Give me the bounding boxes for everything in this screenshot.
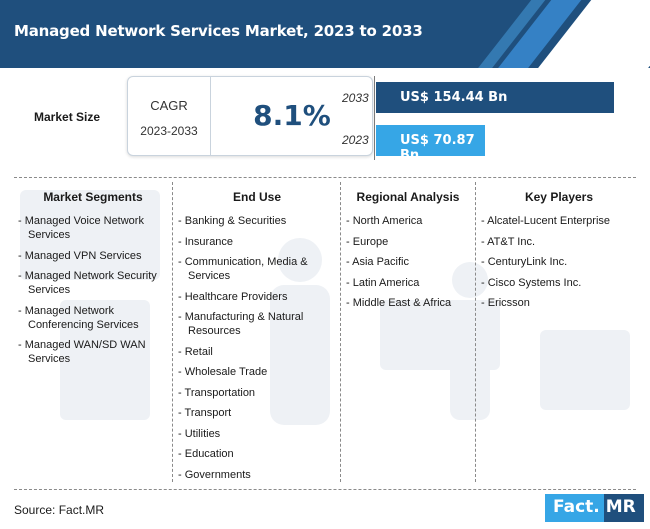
market-bar-2033: US$ 154.44 Bn	[376, 82, 614, 113]
list-item: Cisco Systems Inc.	[481, 276, 637, 290]
list-item: Managed WAN/SD WAN Services	[18, 338, 168, 366]
column-divider	[172, 182, 173, 482]
list-item: Transport	[178, 406, 336, 420]
list-item: Insurance	[178, 235, 336, 249]
column-list: Managed Voice Network Services Managed VP…	[18, 214, 168, 366]
cagr-period: 2023-2033	[140, 124, 198, 138]
list-item: Managed VPN Services	[18, 249, 168, 263]
bar-year-2023: 2023	[342, 133, 369, 147]
list-item: Managed Network Conferencing Services	[18, 304, 168, 332]
list-item: North America	[346, 214, 470, 228]
column-end-use: End Use Banking & Securities Insurance Com…	[178, 182, 336, 488]
market-size-label: Market Size	[34, 110, 101, 124]
list-item: Europe	[346, 235, 470, 249]
cagr-divider	[210, 77, 211, 155]
logo-text-part2: MR	[603, 494, 644, 522]
bar-value-label: US$ 154.44 Bn	[400, 90, 508, 105]
column-heading: Regional Analysis	[356, 190, 460, 204]
list-item: Middle East & Africa	[346, 296, 470, 310]
header-banner: Managed Network Services Market, 2023 to…	[0, 0, 650, 68]
footer-divider	[14, 489, 636, 490]
cagr-box: CAGR 2023-2033 8.1%	[127, 76, 373, 156]
column-divider	[340, 182, 341, 482]
list-item: Managed Network Security Services	[18, 269, 168, 297]
column-list: Banking & Securities Insurance Communicati…	[178, 214, 336, 482]
list-item: Banking & Securities	[178, 214, 336, 228]
column-key-players: Key Players Alcatel-Lucent Enterprise AT&…	[481, 182, 637, 317]
list-item: Communication, Media & Services	[178, 255, 336, 283]
logo-text-part1: Fact.	[545, 494, 604, 522]
column-list: North America Europe Asia Pacific Latin Ame…	[346, 214, 470, 310]
column-market-segments: Market Segments Managed Voice Network Se…	[18, 182, 168, 373]
list-item: Wholesale Trade	[178, 365, 336, 379]
column-heading: Market Segments	[43, 190, 143, 204]
source-note: Source: Fact.MR	[14, 503, 105, 517]
list-item: AT&T Inc.	[481, 235, 637, 249]
bar-year-2033: 2033	[342, 91, 369, 105]
list-item: Governments	[178, 468, 336, 482]
column-heading: Key Players	[524, 190, 594, 204]
list-item: Latin America	[346, 276, 470, 290]
list-item: CenturyLink Inc.	[481, 255, 637, 269]
bar-axis	[374, 76, 375, 160]
column-list: Alcatel-Lucent Enterprise AT&T Inc. Centur…	[481, 214, 637, 310]
factmr-logo: Fact. MR	[545, 494, 644, 522]
list-item: Manufacturing & Natural Resources	[178, 310, 336, 338]
list-item: Retail	[178, 345, 336, 359]
bar-value-label: US$ 70.87 Bn	[400, 133, 475, 163]
market-bar-2023: US$ 70.87 Bn	[376, 125, 485, 163]
list-item: Transportation	[178, 386, 336, 400]
list-item: Utilities	[178, 427, 336, 441]
page-title: Managed Network Services Market, 2023 to…	[14, 22, 423, 40]
section-divider	[14, 177, 636, 178]
cagr-value: 8.1%	[253, 99, 331, 132]
column-divider	[475, 182, 476, 482]
list-item: Managed Voice Network Services	[18, 214, 168, 242]
list-item: Education	[178, 447, 336, 461]
list-item: Healthcare Providers	[178, 290, 336, 304]
list-item: Asia Pacific	[346, 255, 470, 269]
list-item: Ericsson	[481, 296, 637, 310]
cagr-label: CAGR	[150, 98, 188, 113]
list-item: Alcatel-Lucent Enterprise	[481, 214, 637, 228]
column-regional-analysis: Regional Analysis North America Europe Asi…	[346, 182, 470, 317]
column-heading: End Use	[232, 190, 281, 204]
